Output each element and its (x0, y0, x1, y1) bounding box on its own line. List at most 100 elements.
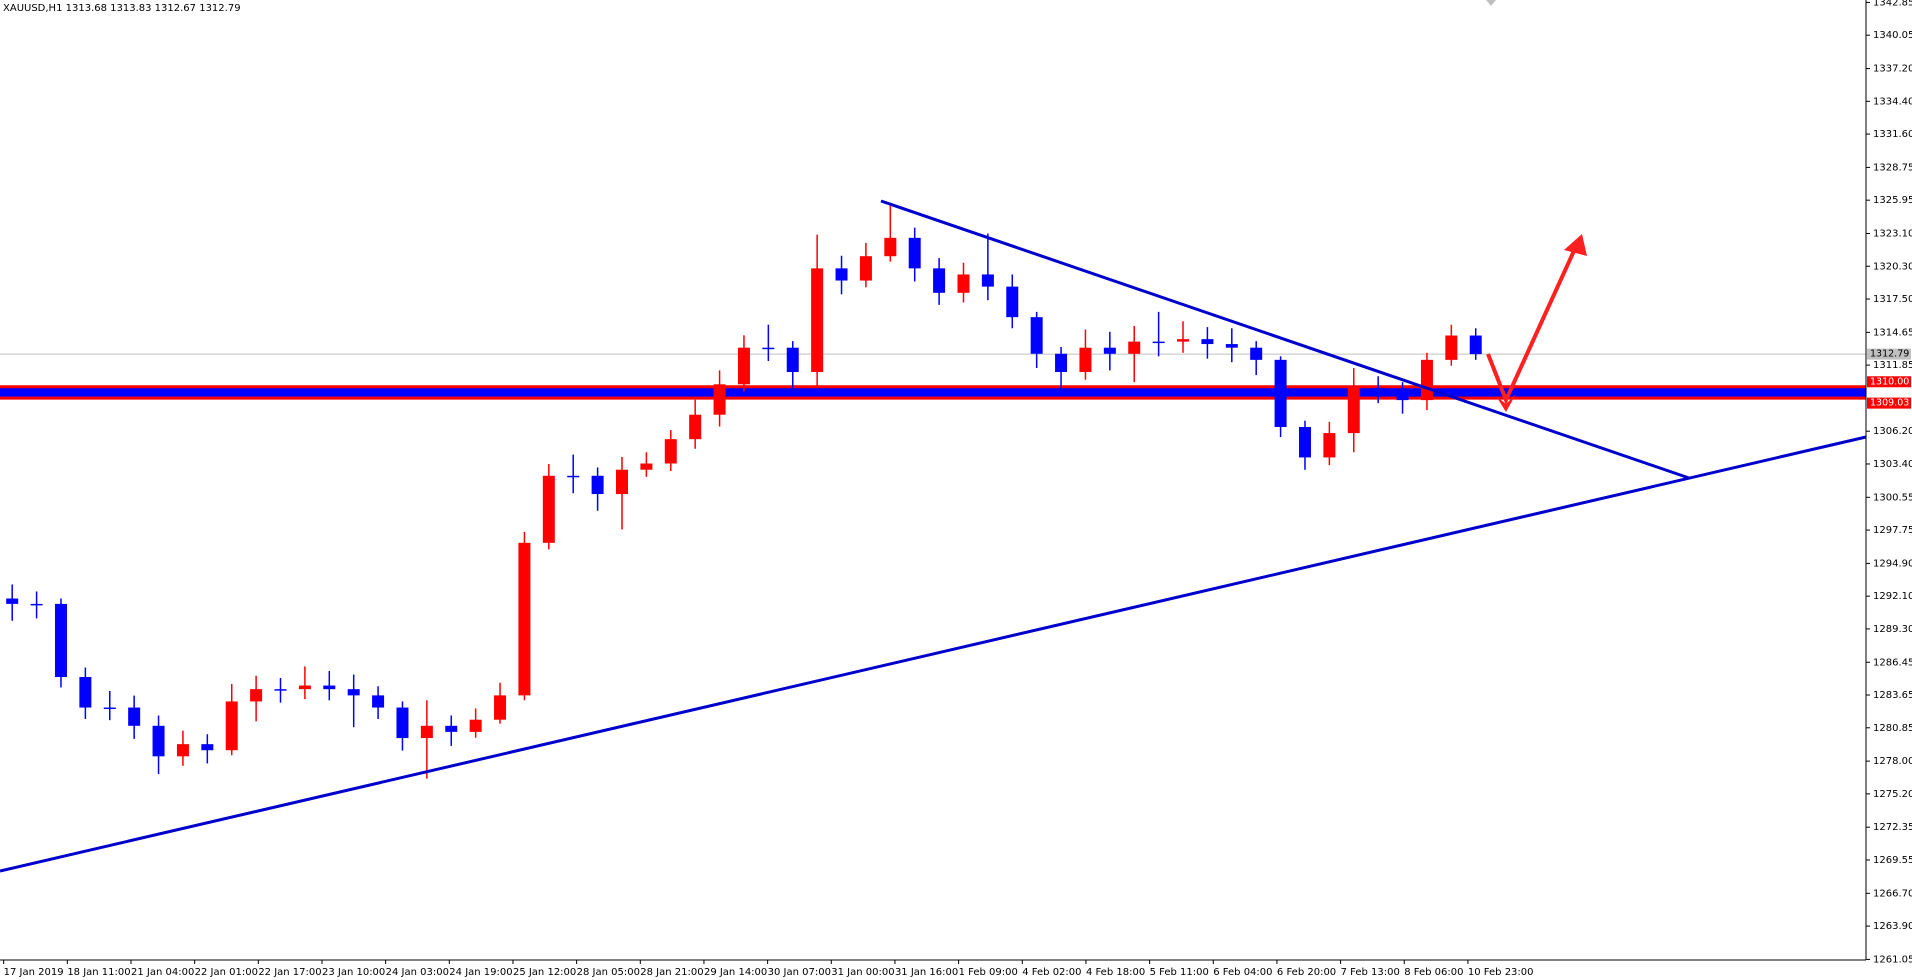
y-tick-label: 1334.40 (1873, 96, 1912, 107)
price-label-box (1867, 397, 1911, 409)
y-tick-label: 1300.55 (1873, 492, 1912, 503)
candle-body (616, 469, 628, 495)
x-tick-label: 31 Jan 16:00 (895, 967, 958, 978)
candle-body (737, 347, 750, 385)
y-tick-label: 1269.55 (1873, 855, 1912, 866)
x-tick-label: 31 Jan 00:00 (831, 967, 894, 978)
candle-body (1298, 427, 1311, 458)
candle-body (1152, 341, 1165, 344)
candle-body (567, 475, 580, 478)
trend-line (0, 435, 1867, 873)
shift-marker (1486, 0, 1496, 6)
x-tick-label: 4 Feb 02:00 (1022, 967, 1081, 978)
candle-body (469, 719, 482, 732)
y-tick-label: 1272.35 (1873, 822, 1912, 833)
price-label-box (1867, 348, 1911, 360)
candle-body (811, 268, 824, 373)
forecast-arrow (1486, 241, 1580, 406)
trend-line (880, 199, 1690, 480)
x-tick-label: 21 Jan 04:00 (131, 967, 194, 978)
arrow-head (1564, 234, 1587, 256)
x-tick-label: 23 Jan 10:00 (322, 967, 385, 978)
candle-body (1372, 387, 1385, 391)
candle-body (494, 695, 507, 720)
candle-body (103, 707, 116, 710)
candle-body (396, 707, 409, 739)
y-tick-label: 1328.75 (1873, 162, 1912, 173)
y-tick-label: 1317.50 (1873, 294, 1912, 305)
candle-body (1274, 359, 1287, 428)
candle-body (1177, 339, 1190, 342)
candle-body (298, 685, 311, 690)
candle-body (1396, 390, 1409, 401)
candle-body (445, 725, 458, 732)
y-tick-label: 1292.10 (1873, 591, 1912, 602)
candle-body (372, 695, 385, 708)
x-tick-label: 1 Feb 09:00 (959, 967, 1018, 978)
y-tick-label: 1303.40 (1873, 459, 1912, 470)
candle-body (347, 689, 360, 696)
price-label-box (1867, 376, 1911, 388)
candle-body (176, 744, 189, 757)
candle-body (908, 237, 921, 269)
x-tick-label: 22 Jan 17:00 (258, 967, 321, 978)
x-tick-label: 22 Jan 01:00 (195, 967, 258, 978)
x-tick-label: 8 Feb 06:00 (1404, 967, 1463, 978)
candle-body (640, 463, 653, 470)
y-tick-label: 1275.20 (1873, 789, 1912, 800)
x-tick-label: 7 Feb 13:00 (1341, 967, 1400, 978)
y-tick-label: 1314.65 (1873, 327, 1912, 338)
y-tick-label: 1323.10 (1873, 229, 1912, 240)
y-tick-label: 1320.30 (1873, 261, 1912, 272)
zone-band (0, 386, 1866, 399)
candle-body (884, 237, 897, 257)
x-tick-label: 25 Jan 12:00 (513, 967, 576, 978)
candle-body (1006, 286, 1019, 318)
y-tick-label: 1297.75 (1873, 525, 1912, 536)
candle-body (1103, 347, 1116, 354)
y-tick-label: 1325.95 (1873, 195, 1912, 206)
candle-body (225, 701, 238, 751)
price-label: 1309.03 (1870, 398, 1909, 409)
y-tick-label: 1311.85 (1873, 360, 1912, 371)
x-tick-label: 6 Feb 20:00 (1277, 967, 1336, 978)
candle-body (128, 707, 141, 726)
candle-body (689, 414, 702, 440)
y-tick-label: 1280.85 (1873, 723, 1912, 734)
candle-body (713, 384, 726, 415)
x-tick-label: 17 Jan 2019 (4, 967, 64, 978)
candles (6, 204, 1482, 779)
candle-body (1030, 317, 1043, 354)
candle-body (591, 475, 604, 495)
y-tick-label: 1331.60 (1873, 129, 1912, 140)
candle-body (762, 347, 775, 350)
candle-body (420, 725, 433, 739)
y-tick-label: 1283.65 (1873, 690, 1912, 701)
price-label: 1310.00 (1870, 376, 1909, 387)
candle-body (1079, 347, 1092, 373)
candle-body (30, 603, 43, 606)
candle-body (274, 689, 287, 691)
drawings (0, 199, 1867, 873)
candle-body (664, 439, 677, 464)
x-tick-label: 24 Jan 19:00 (449, 967, 512, 978)
candle-body (1420, 359, 1433, 401)
price-label: 1312.79 (1870, 349, 1909, 360)
candle-body (1225, 344, 1238, 348)
candle-body (957, 274, 970, 293)
y-tick-label: 1337.20 (1873, 64, 1912, 75)
x-tick-label: 4 Feb 18:00 (1086, 967, 1145, 978)
x-tick-label: 29 Jan 14:00 (704, 967, 767, 978)
candle-body (859, 256, 872, 281)
candle-body (981, 274, 994, 287)
candle-body (1250, 347, 1263, 360)
y-tick-label: 1340.05 (1873, 30, 1912, 41)
candle-body (79, 677, 92, 708)
candle-body (323, 685, 336, 690)
x-tick-label: 28 Jan 21:00 (640, 967, 703, 978)
candle-body (933, 268, 946, 293)
